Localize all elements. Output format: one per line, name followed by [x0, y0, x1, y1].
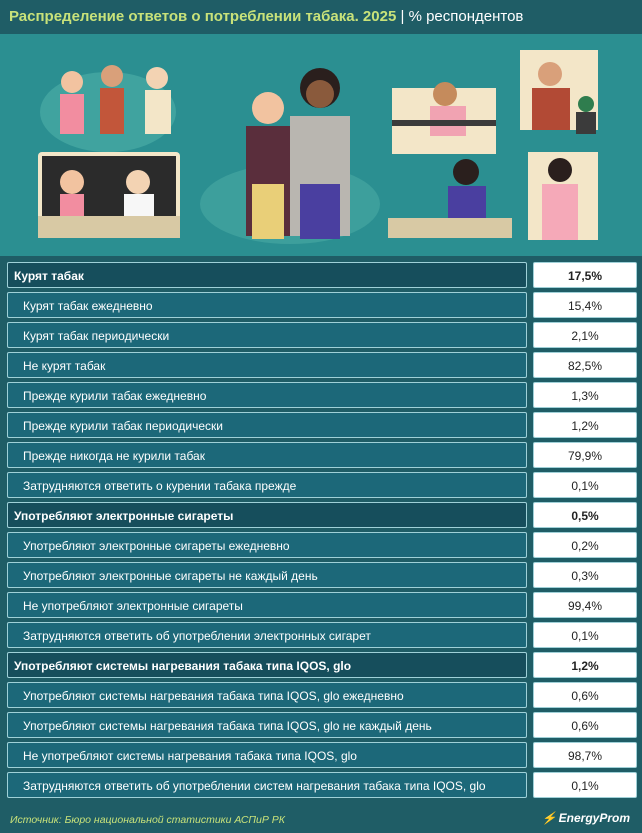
row-label: Затрудняются ответить об употреблении си…	[7, 772, 527, 798]
table-row: Не курят табак 82,5%	[7, 352, 637, 380]
table-row: Курят табак периодически 2,1%	[7, 322, 637, 350]
table-row: Затрудняются ответить о курении табака п…	[7, 472, 637, 500]
table-row-category: Курят табак 17,5%	[7, 262, 637, 290]
row-label: Курят табак	[7, 262, 527, 288]
row-label: Употребляют электронные сигареты ежеднев…	[7, 532, 527, 558]
smokers-illustration	[0, 34, 642, 256]
brand-logo-text: EnergyProm	[558, 811, 630, 825]
row-value: 1,2%	[533, 412, 637, 438]
table-row: Затрудняются ответить об употреблении си…	[7, 772, 637, 800]
table-row-category: Употребляют электронные сигареты 0,5%	[7, 502, 637, 530]
row-value: 0,2%	[533, 532, 637, 558]
row-value: 2,1%	[533, 322, 637, 348]
row-value: 0,6%	[533, 682, 637, 708]
row-label: Затрудняются ответить о курении табака п…	[7, 472, 527, 498]
table-row: Прежде курили табак ежедневно 1,3%	[7, 382, 637, 410]
brand-logo: ⚡ EnergyProm	[542, 811, 630, 825]
row-label: Прежде курили табак ежедневно	[7, 382, 527, 408]
row-value: 99,4%	[533, 592, 637, 618]
row-label: Употребляют электронные сигареты	[7, 502, 527, 528]
table-row: Не употребляют системы нагревания табака…	[7, 742, 637, 770]
source-note: Источник: Бюро национальной статистики А…	[10, 814, 285, 826]
row-label: Употребляют системы нагревания табака ти…	[7, 712, 527, 738]
row-value: 0,1%	[533, 472, 637, 498]
title-unit: % респондентов	[408, 8, 524, 25]
row-value: 0,3%	[533, 562, 637, 588]
chart-title: Распределение ответов о потреблении таба…	[9, 8, 523, 25]
table-row: Не употребляют электронные сигареты 99,4%	[7, 592, 637, 620]
table-row: Прежде никогда не курили табак 79,9%	[7, 442, 637, 470]
table-row: Употребляют системы нагревания табака ти…	[7, 682, 637, 710]
row-label: Прежде курили табак периодически	[7, 412, 527, 438]
row-label: Употребляют системы нагревания табака ти…	[7, 652, 527, 678]
lightning-icon: ⚡	[541, 811, 557, 825]
row-label: Употребляют системы нагревания табака ти…	[7, 682, 527, 708]
header: Распределение ответов о потреблении таба…	[0, 0, 642, 34]
row-label: Не употребляют электронные сигареты	[7, 592, 527, 618]
row-label: Курят табак ежедневно	[7, 292, 527, 318]
row-label: Курят табак периодически	[7, 322, 527, 348]
footer: Источник: Бюро национальной статистики А…	[0, 806, 642, 833]
row-value: 82,5%	[533, 352, 637, 378]
table-row: Употребляют системы нагревания табака ти…	[7, 712, 637, 740]
row-value: 0,1%	[533, 772, 637, 798]
row-value: 1,3%	[533, 382, 637, 408]
row-label: Затрудняются ответить об употреблении эл…	[7, 622, 527, 648]
row-value: 79,9%	[533, 442, 637, 468]
table-row: Затрудняются ответить об употреблении эл…	[7, 622, 637, 650]
row-label: Прежде никогда не курили табак	[7, 442, 527, 468]
table-row-category: Употребляют системы нагревания табака ти…	[7, 652, 637, 680]
row-value: 0,1%	[533, 622, 637, 648]
row-value: 1,2%	[533, 652, 637, 678]
row-value: 0,6%	[533, 712, 637, 738]
row-value: 98,7%	[533, 742, 637, 768]
table-row: Употребляют электронные сигареты ежеднев…	[7, 532, 637, 560]
row-value: 0,5%	[533, 502, 637, 528]
row-value: 17,5%	[533, 262, 637, 288]
row-label: Не употребляют системы нагревания табака…	[7, 742, 527, 768]
table-row: Употребляют электронные сигареты не кажд…	[7, 562, 637, 590]
table-row: Курят табак ежедневно 15,4%	[7, 292, 637, 320]
illustration-banner	[0, 34, 642, 256]
row-value: 15,4%	[533, 292, 637, 318]
title-separator: |	[400, 8, 405, 25]
row-label: Не курят табак	[7, 352, 527, 378]
table-row: Прежде курили табак периодически 1,2%	[7, 412, 637, 440]
row-label: Употребляют электронные сигареты не кажд…	[7, 562, 527, 588]
title-text: Распределение ответов о потреблении таба…	[9, 8, 397, 25]
